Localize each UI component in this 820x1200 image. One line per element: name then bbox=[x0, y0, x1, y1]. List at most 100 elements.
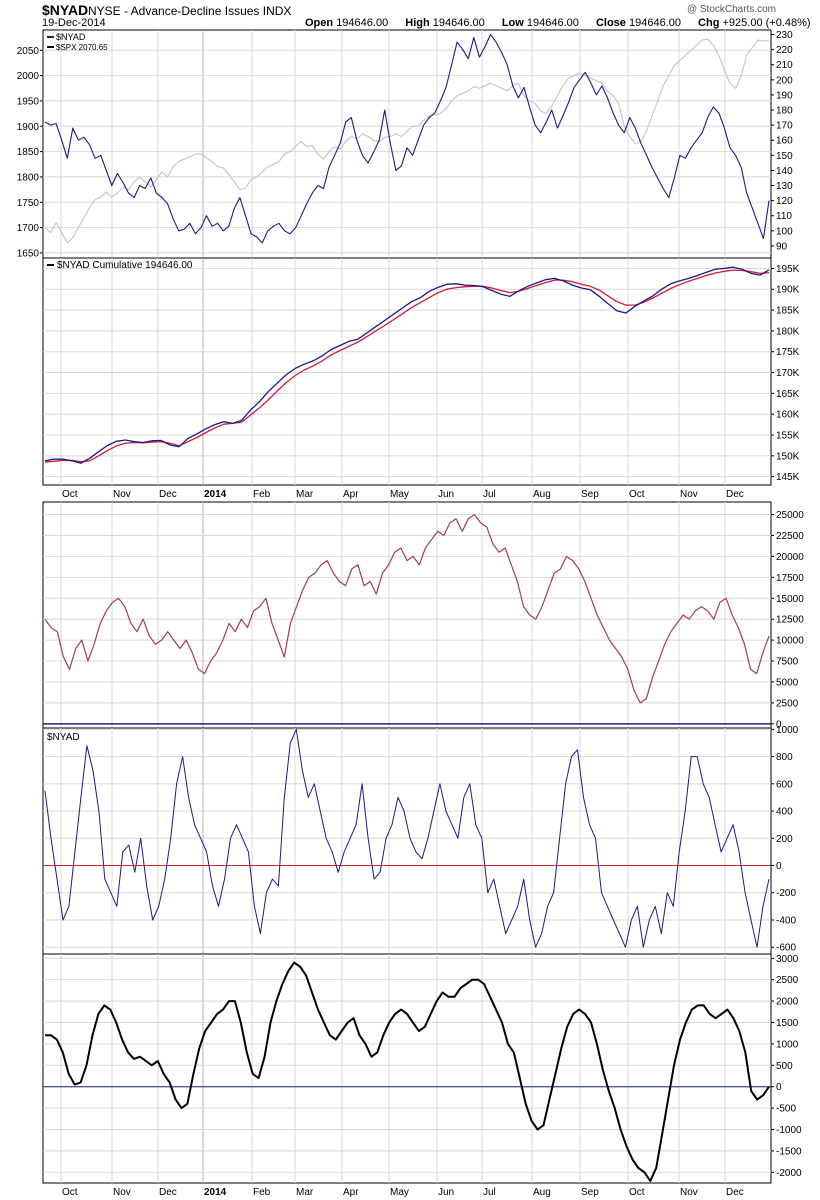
nyad-line bbox=[44, 33, 770, 244]
close-label: Close bbox=[595, 17, 626, 29]
chg-value: +925.00 (+0.48%) bbox=[722, 17, 811, 29]
price-panel-rtick-label-6: 150 bbox=[776, 151, 793, 162]
nyad-daily-panel-rtick-label-8: 1000 bbox=[776, 725, 799, 736]
smoothed-panel-rtick-label-0: -2000 bbox=[776, 1168, 802, 1179]
oscillator-panel-rtick-label-8: 20000 bbox=[776, 552, 804, 563]
price-panel-rtick-label-8: 170 bbox=[776, 121, 793, 132]
legend-label-spx: $SPX 2070.65 bbox=[56, 43, 108, 52]
cumulative-panel-frame bbox=[42, 257, 772, 486]
top-axis-month-label-6: Apr bbox=[343, 489, 359, 500]
symbol-title: $NYAD bbox=[42, 2, 89, 18]
smoothed-panel-rtick-label-1: -1500 bbox=[776, 1146, 802, 1157]
top-axis-month-label-7: May bbox=[390, 489, 409, 500]
bottom-axis-month-label-0: Oct bbox=[62, 1187, 78, 1198]
high-value: 194646.00 bbox=[432, 17, 485, 29]
oscillator-panel-rtick-label-0: 0 bbox=[776, 719, 782, 730]
bottom-axis-month-label-1: Nov bbox=[113, 1187, 131, 1198]
top-axis-month-label-9: Jul bbox=[483, 489, 496, 500]
oscillator-panel-rtick-label-5: 12500 bbox=[776, 615, 804, 626]
price-panel-rtick-label-10: 190 bbox=[776, 90, 793, 101]
price-panel-rtick-label-0: 90 bbox=[776, 241, 788, 252]
bottom-axis-month-label-11: Sep bbox=[581, 1187, 599, 1198]
cumulative-panel-rtick-label-7: 180K bbox=[776, 326, 800, 337]
cumulative-panel-rtick-label-3: 160K bbox=[776, 410, 800, 421]
bottom-axis-month-label-3: 2014 bbox=[204, 1187, 227, 1198]
low-value: 194646.00 bbox=[526, 17, 579, 29]
brand-label[interactable]: @ StockCharts.com bbox=[686, 4, 776, 15]
nyad-daily-line bbox=[44, 728, 770, 948]
oscillator-line bbox=[44, 513, 770, 704]
price-panel-rtick-label-11: 200 bbox=[776, 75, 793, 86]
bottom-axis-month-label-14: Dec bbox=[726, 1187, 744, 1198]
oscillator-panel-rtick-label-6: 15000 bbox=[776, 594, 804, 605]
top-axis-month-label-14: Dec bbox=[726, 489, 744, 500]
oscillator-panel-rtick-label-7: 17500 bbox=[776, 573, 804, 584]
bottom-axis-month-label-7: May bbox=[390, 1187, 409, 1198]
cumulative-panel-rtick-label-8: 185K bbox=[776, 306, 800, 317]
cumulative-panel-rtick-label-5: 170K bbox=[776, 368, 800, 379]
nyad-daily-panel-rtick-label-3: 0 bbox=[776, 861, 782, 872]
bottom-axis-month-label-9: Jul bbox=[483, 1187, 496, 1198]
bottom-axis-month-label-4: Feb bbox=[253, 1187, 271, 1198]
nyad-daily-panel-rtick-label-6: 600 bbox=[776, 779, 793, 790]
top-axis-month-label-5: Mar bbox=[296, 489, 314, 500]
bottom-axis-month-label-8: Jun bbox=[438, 1187, 454, 1198]
smoothed-panel-rtick-label-9: 2500 bbox=[776, 975, 799, 986]
cumulative-panel-rtick-label-6: 175K bbox=[776, 347, 800, 358]
price-panel-rtick-label-5: 140 bbox=[776, 166, 793, 177]
price-panel-rtick-label-2: 110 bbox=[776, 211, 792, 222]
price-panel-ltick-label-5: 1900 bbox=[17, 122, 40, 133]
smoothed-panel-rtick-label-5: 500 bbox=[776, 1061, 793, 1072]
price-panel-ltick-label-4: 1850 bbox=[17, 147, 40, 158]
nyad-daily-panel-rtick-label-2: -200 bbox=[776, 888, 796, 899]
bottom-axis-month-label-5: Mar bbox=[296, 1187, 314, 1198]
symbol-description: NYSE - Advance-Decline Issues INDX bbox=[88, 4, 292, 18]
cumulative-panel-rtick-label-4: 165K bbox=[776, 389, 800, 400]
price-panel-rtick-label-4: 130 bbox=[776, 181, 793, 192]
price-panel-rtick-label-7: 160 bbox=[776, 136, 793, 147]
oscillator-panel-rtick-label-3: 7500 bbox=[776, 657, 799, 668]
cumulative-panel-rtick-label-10: 195K bbox=[776, 264, 800, 275]
top-axis-month-label-13: Nov bbox=[680, 489, 698, 500]
bottom-axis-month-label-13: Nov bbox=[680, 1187, 698, 1198]
nyad-daily-panel-rtick-label-5: 400 bbox=[776, 807, 793, 818]
price-panel-rtick-label-3: 120 bbox=[776, 196, 793, 207]
smoothed-line bbox=[45, 961, 770, 1182]
top-axis-month-label-10: Aug bbox=[533, 489, 551, 500]
nyad-daily-panel-rtick-label-4: 200 bbox=[776, 834, 793, 845]
low-label: Low bbox=[501, 17, 524, 29]
oscillator-panel-rtick-label-9: 22500 bbox=[776, 531, 804, 542]
legend-label-nyad: $NYAD bbox=[56, 32, 86, 42]
cumulative-panel-rtick-label-9: 190K bbox=[776, 285, 800, 296]
top-axis-month-label-8: Jun bbox=[438, 489, 454, 500]
cumulative-ma-line bbox=[44, 269, 770, 463]
legend-label-cumulative: $NYAD Cumulative 194646.00 bbox=[57, 260, 193, 271]
smoothed-panel-rtick-label-4: 0 bbox=[776, 1082, 782, 1093]
price-panel-rtick-label-1: 100 bbox=[776, 226, 793, 237]
smoothed-panel-rtick-label-7: 1500 bbox=[776, 1018, 799, 1029]
high-label: High bbox=[405, 17, 430, 29]
oscillator-panel-rtick-label-2: 5000 bbox=[776, 677, 799, 688]
chg-label: Chg bbox=[698, 17, 720, 29]
price-panel-ltick-label-3: 1800 bbox=[17, 172, 40, 183]
top-axis-month-label-3: 2014 bbox=[204, 489, 227, 500]
spx-line bbox=[44, 38, 770, 244]
smoothed-panel-rtick-label-10: 3000 bbox=[776, 954, 799, 965]
chart-date: 19-Dec-2014 bbox=[42, 17, 106, 29]
top-axis-month-label-2: Dec bbox=[159, 489, 177, 500]
cumulative-line bbox=[44, 266, 770, 464]
top-axis-month-label-1: Nov bbox=[113, 489, 131, 500]
legend-label-nyad-daily: $NYAD bbox=[47, 732, 80, 743]
price-panel-rtick-label-12: 210 bbox=[776, 60, 793, 71]
smoothed-panel-frame bbox=[42, 953, 772, 1184]
price-panel-rtick-label-13: 220 bbox=[776, 45, 793, 56]
cumulative-panel-rtick-label-1: 150K bbox=[776, 451, 800, 462]
price-panel-ltick-label-0: 1650 bbox=[17, 248, 40, 259]
top-axis-month-label-4: Feb bbox=[253, 489, 271, 500]
open-value: 194646.00 bbox=[336, 17, 389, 29]
nyad-daily-panel-rtick-label-1: -400 bbox=[776, 915, 796, 926]
nyad-daily-panel-rtick-label-7: 800 bbox=[776, 752, 793, 763]
oscillator-panel-rtick-label-4: 10000 bbox=[776, 636, 804, 647]
price-panel-ltick-label-6: 1950 bbox=[17, 96, 40, 107]
